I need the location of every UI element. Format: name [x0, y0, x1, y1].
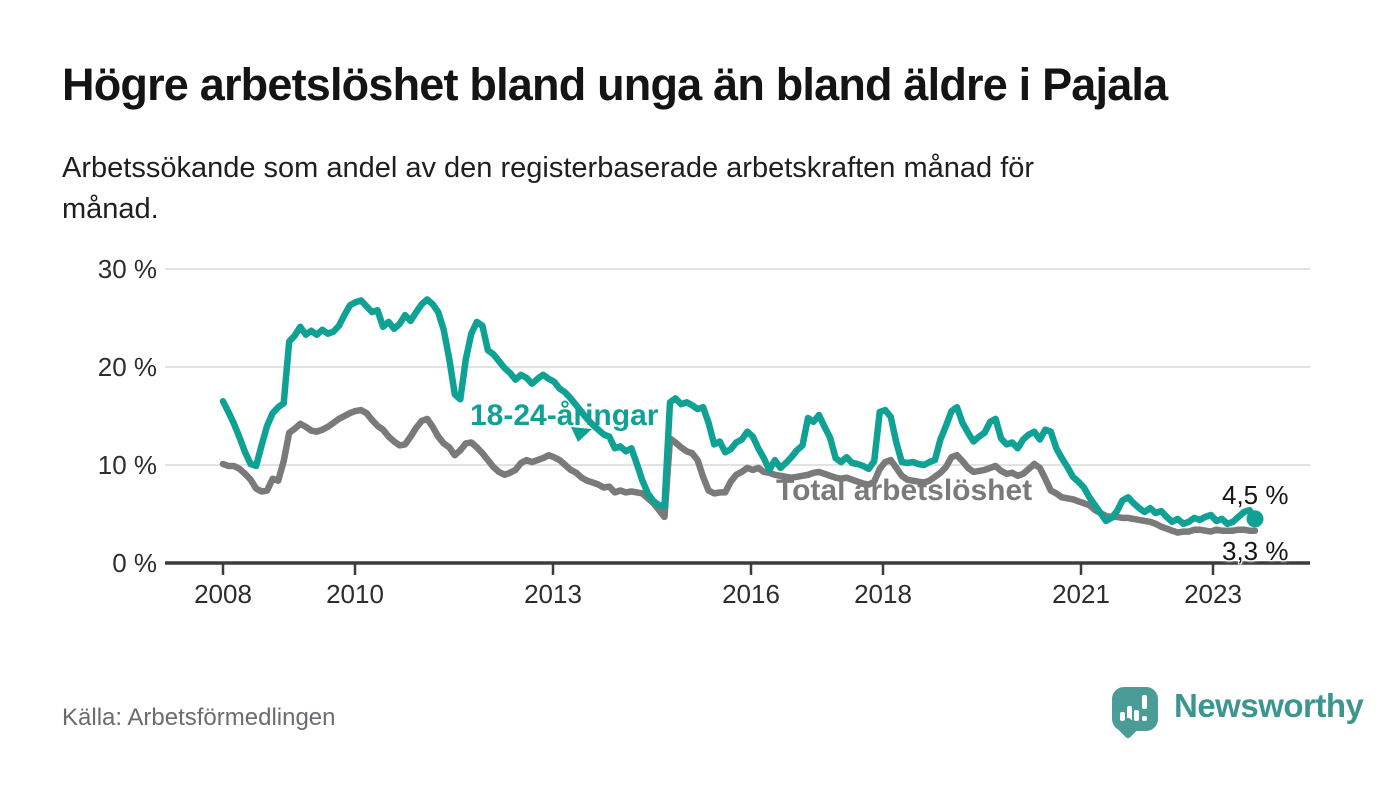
- x-tick-label-2018: 2018: [854, 579, 912, 609]
- y-tick-label-30: 30 %: [97, 254, 157, 284]
- x-tick-label-2021: 2021: [1052, 579, 1110, 609]
- subtitle-line-2: månad.: [62, 192, 159, 225]
- x-tick-label-2008: 2008: [194, 579, 252, 609]
- x-axis-ticks: [221, 563, 1215, 575]
- logo-bar-icon: [1120, 712, 1125, 721]
- series-line-total: [219, 406, 1259, 536]
- end-value-label-youth: 4,5 %: [1222, 480, 1289, 510]
- series-label-youth: 18-24-åringar: [470, 399, 659, 432]
- gridlines: [165, 268, 1310, 466]
- y-tick-label-0: 0 %: [112, 548, 157, 578]
- source-note: Källa: Arbetsförmedlingen: [62, 704, 336, 731]
- logo-bar-icon: [1127, 706, 1132, 721]
- logo-bar-icon: [1134, 710, 1139, 721]
- y-tick-label-20: 20 %: [97, 352, 157, 382]
- logo-exclamation-dot-icon: [1142, 716, 1147, 721]
- y-tick-label-10: 10 %: [97, 450, 157, 480]
- chart-subtitle: Arbetssökande som andel av den registerb…: [62, 148, 1322, 229]
- x-tick-label-2010: 2010: [326, 579, 384, 609]
- x-tick-label-2013: 2013: [524, 579, 582, 609]
- logo-exclamation-icon: [1142, 695, 1147, 709]
- series-end-dot-youth: [1246, 510, 1264, 528]
- x-tick-label-2016: 2016: [722, 579, 780, 609]
- subtitle-line-1: Arbetssökande som andel av den registerb…: [62, 152, 1035, 184]
- newsworthy-bubble-chart-icon: [1112, 687, 1158, 731]
- x-axis: [165, 561, 1310, 575]
- series-line-youth: [219, 296, 1259, 528]
- brand-name: Newsworthy: [1174, 687, 1364, 724]
- x-tick-label-2023: 2023: [1184, 579, 1242, 609]
- end-value-label-total: 3,3 %: [1222, 536, 1289, 566]
- series-label-total: Total arbetslöshet: [776, 474, 1033, 507]
- page-title: Högre arbetslöshet bland unga än bland ä…: [62, 59, 1168, 110]
